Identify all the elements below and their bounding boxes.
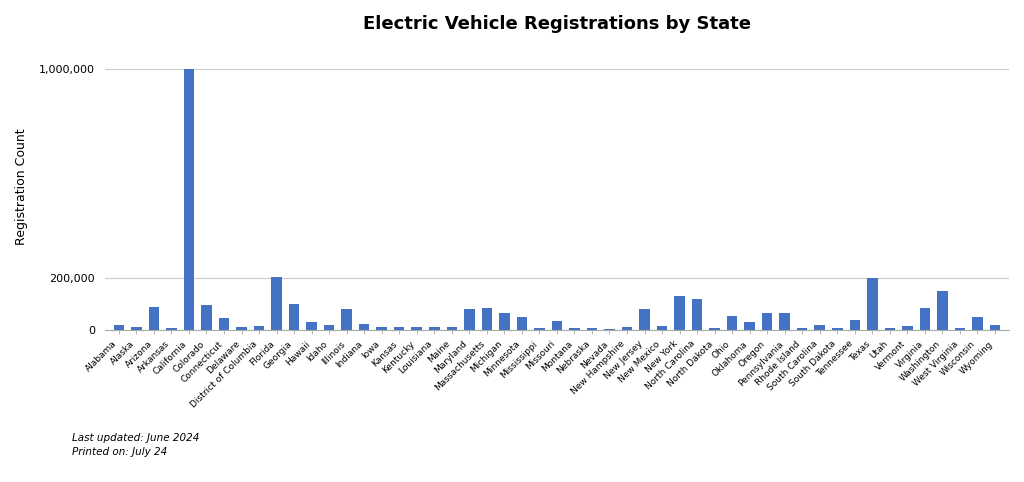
Text: Printed on: July 24: Printed on: July 24: [72, 447, 167, 457]
Y-axis label: Registration Count: Registration Count: [15, 128, 28, 245]
Bar: [324, 325, 335, 330]
Bar: [990, 325, 1000, 330]
Bar: [131, 327, 141, 330]
Bar: [201, 305, 212, 330]
Bar: [639, 309, 650, 330]
Bar: [675, 296, 685, 330]
Bar: [148, 307, 159, 330]
Bar: [412, 327, 422, 330]
Bar: [779, 313, 790, 330]
Bar: [552, 321, 562, 330]
Text: Last updated: June 2024: Last updated: June 2024: [72, 433, 199, 443]
Bar: [867, 278, 878, 330]
Bar: [535, 328, 545, 330]
Bar: [972, 317, 983, 330]
Bar: [114, 325, 124, 330]
Bar: [885, 327, 895, 330]
Bar: [797, 328, 808, 330]
Bar: [254, 326, 264, 330]
Bar: [358, 323, 370, 330]
Bar: [833, 328, 843, 330]
Bar: [937, 291, 947, 330]
Bar: [692, 299, 702, 330]
Bar: [183, 69, 195, 330]
Bar: [517, 317, 527, 330]
Bar: [219, 319, 229, 330]
Bar: [289, 304, 299, 330]
Bar: [587, 327, 597, 330]
Bar: [744, 322, 755, 330]
Bar: [271, 277, 282, 330]
Bar: [499, 313, 510, 330]
Bar: [762, 313, 772, 330]
Bar: [814, 325, 825, 330]
Title: Electric Vehicle Registrations by State: Electric Vehicle Registrations by State: [362, 15, 751, 33]
Bar: [446, 327, 457, 330]
Bar: [569, 328, 580, 330]
Bar: [481, 308, 493, 330]
Bar: [306, 322, 316, 330]
Bar: [394, 327, 404, 330]
Bar: [920, 308, 930, 330]
Bar: [604, 329, 614, 330]
Bar: [464, 309, 474, 330]
Bar: [237, 327, 247, 330]
Bar: [850, 320, 860, 330]
Bar: [656, 326, 668, 330]
Bar: [622, 327, 632, 330]
Bar: [727, 316, 737, 330]
Bar: [166, 328, 177, 330]
Bar: [954, 328, 966, 330]
Bar: [710, 327, 720, 330]
Bar: [902, 326, 912, 330]
Bar: [377, 327, 387, 330]
Bar: [429, 327, 439, 330]
Bar: [341, 309, 352, 330]
